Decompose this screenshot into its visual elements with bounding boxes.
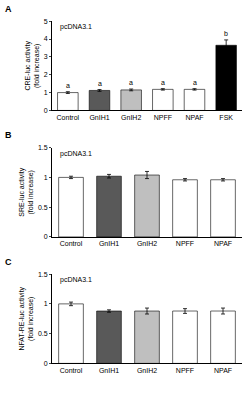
svg-text:FSK: FSK <box>219 114 233 121</box>
svg-text:B: B <box>5 130 12 140</box>
svg-text:1: 1 <box>44 300 48 307</box>
svg-text:A: A <box>5 4 12 14</box>
svg-text:1: 1 <box>44 89 48 96</box>
svg-text:GnIH2: GnIH2 <box>137 367 157 374</box>
svg-text:a: a <box>129 79 133 86</box>
svg-text:GnIH2: GnIH2 <box>121 114 141 121</box>
svg-text:1.5: 1.5 <box>38 271 48 278</box>
svg-text:Control: Control <box>57 114 80 121</box>
svg-text:NPFF: NPFF <box>154 114 172 121</box>
svg-text:0: 0 <box>44 107 48 114</box>
svg-text:pcDNA3.1: pcDNA3.1 <box>60 150 92 158</box>
svg-text:0.5: 0.5 <box>38 330 48 337</box>
svg-text:0: 0 <box>44 360 48 367</box>
svg-text:a: a <box>193 79 197 86</box>
svg-text:NPAF: NPAF <box>185 114 203 121</box>
svg-text:NPAF: NPAF <box>214 240 232 247</box>
svg-text:a: a <box>66 82 70 89</box>
svg-text:2: 2 <box>44 71 48 78</box>
svg-text:1.5: 1.5 <box>38 144 48 151</box>
svg-text:4: 4 <box>44 35 48 42</box>
svg-text:NPAF: NPAF <box>214 367 232 374</box>
svg-text:a: a <box>98 80 102 87</box>
svg-text:Control: Control <box>60 240 83 247</box>
svg-text:0: 0 <box>44 233 48 240</box>
svg-text:CRE-luc activity(fold increase: CRE-luc activity(fold increase) <box>24 41 41 91</box>
svg-text:GnIH1: GnIH1 <box>99 367 119 374</box>
svg-text:5: 5 <box>44 18 48 25</box>
svg-text:pcDNA3.1: pcDNA3.1 <box>60 276 92 284</box>
svg-text:SRE-luc activity(fold increase: SRE-luc activity(fold increase) <box>18 167 35 217</box>
svg-text:b: b <box>224 30 228 37</box>
svg-text:C: C <box>5 257 12 267</box>
svg-text:NFAT-RE-luc activity(fold incr: NFAT-RE-luc activity(fold increase) <box>18 286 35 350</box>
svg-text:NPFF: NPFF <box>176 367 194 374</box>
svg-text:GnIH2: GnIH2 <box>137 240 157 247</box>
svg-text:GnIH1: GnIH1 <box>99 240 119 247</box>
svg-text:GnIH1: GnIH1 <box>89 114 109 121</box>
svg-text:1: 1 <box>44 174 48 181</box>
svg-text:Control: Control <box>60 367 83 374</box>
svg-text:NPFF: NPFF <box>176 240 194 247</box>
svg-text:3: 3 <box>44 53 48 60</box>
svg-text:pcDNA3.1: pcDNA3.1 <box>60 23 92 31</box>
svg-text:a: a <box>161 79 165 86</box>
svg-text:0.5: 0.5 <box>38 204 48 211</box>
